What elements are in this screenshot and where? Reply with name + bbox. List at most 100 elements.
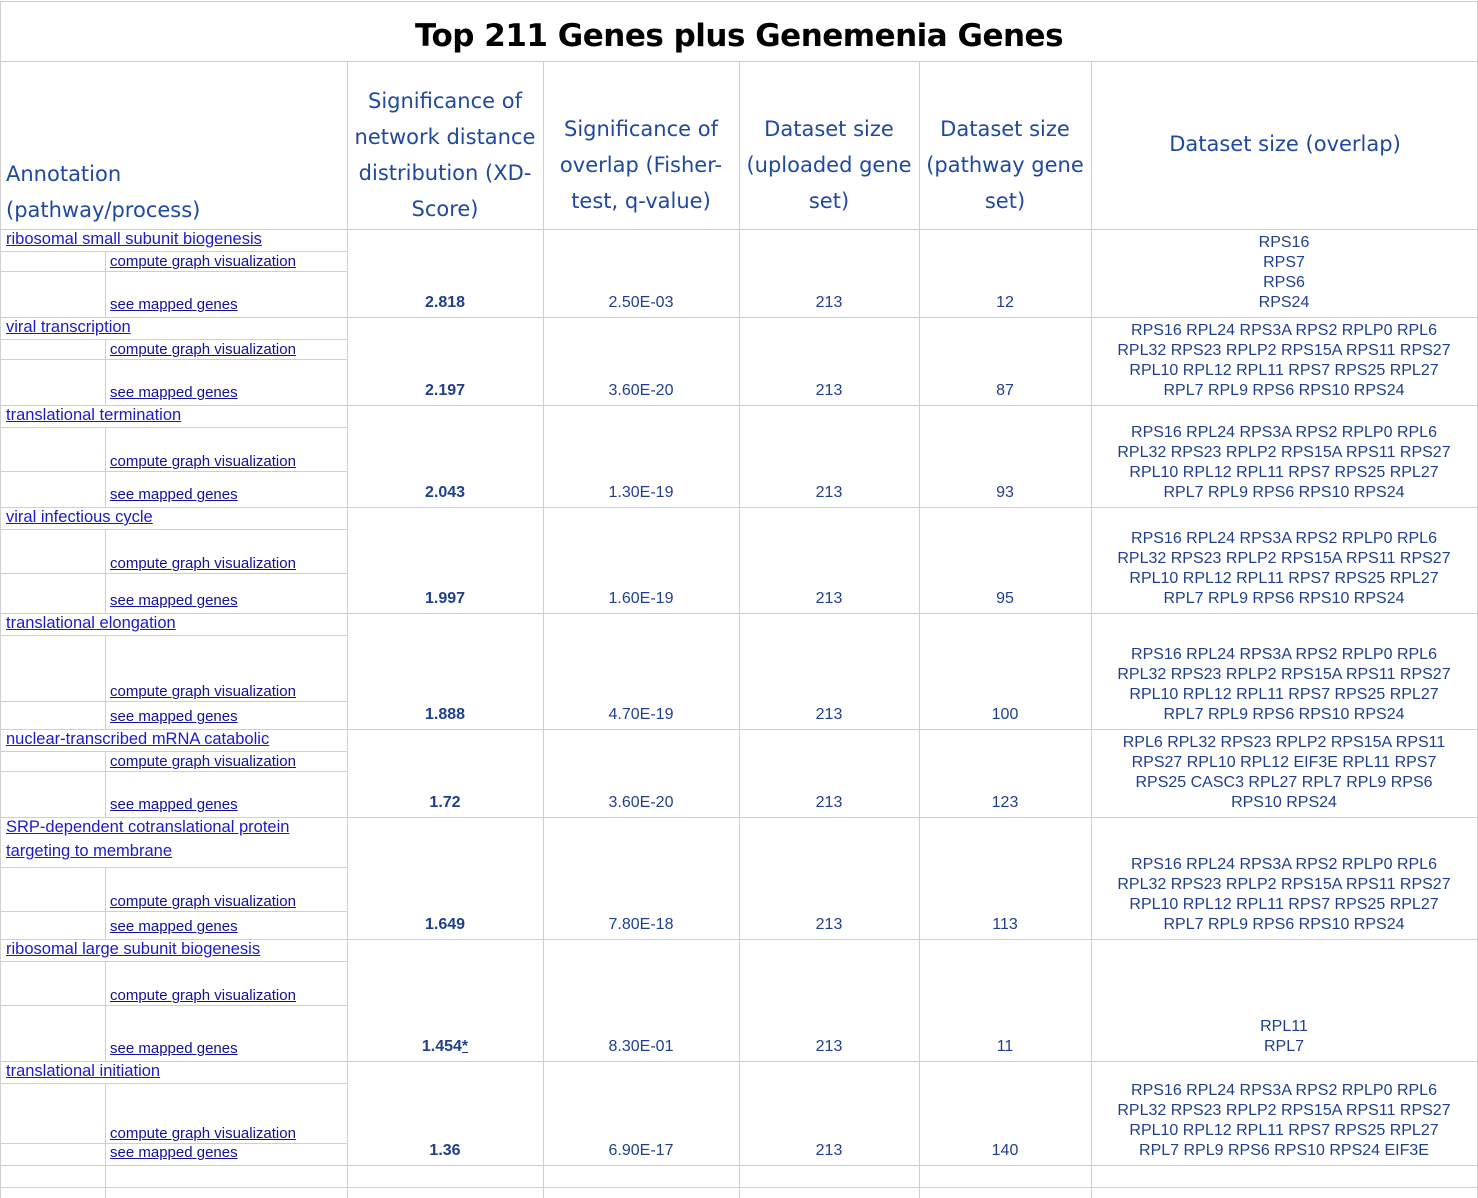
grid-line [0, 271, 347, 272]
grid-line [0, 729, 1478, 730]
header-annotation: Annotation (pathway/process) [6, 156, 306, 228]
header-overlap-text: Dataset size (overlap) [1169, 132, 1401, 156]
compute-graph-visualization-link[interactable]: compute graph visualization [110, 753, 296, 770]
grid-line [0, 911, 347, 912]
see-mapped-genes-link[interactable]: see mapped genes [110, 592, 238, 609]
grid-line [105, 1083, 106, 1165]
grid-line [1091, 61, 1092, 1198]
see-mapped-genes-link[interactable]: see mapped genes [110, 296, 238, 313]
grid-line [0, 529, 347, 530]
annotation-link[interactable]: translational termination [6, 406, 182, 424]
overlap-genes: RPS16 RPS7 RPS6 RPS24 [1258, 234, 1310, 311]
xd-score-number: 1.72 [429, 794, 461, 811]
q-value: 2.50E-03 [608, 294, 674, 311]
grid-line [0, 573, 347, 574]
annotation-link[interactable]: nuclear-transcribed mRNA catabolic [6, 730, 270, 748]
annotation-link[interactable]: ribosomal small subunit biogenesis [6, 230, 262, 248]
xd-score-number: 2.818 [424, 294, 466, 311]
uploaded-size: 213 [815, 1038, 843, 1055]
xd-score-value: 1.36 [348, 1142, 542, 1160]
header-uploaded: Dataset size (uploaded gene set) [740, 100, 918, 230]
compute-graph-visualization-link[interactable]: compute graph visualization [110, 1125, 296, 1142]
compute-graph-visualization-link[interactable]: compute graph visualization [110, 253, 296, 270]
see-mapped-genes-link[interactable]: see mapped genes [110, 1144, 238, 1161]
xd-score-value: 2.818 [348, 294, 542, 312]
compute-graph-visualization-link[interactable]: compute graph visualization [110, 683, 296, 700]
annotation-link[interactable]: SRP-dependent cotranslational protein [6, 818, 290, 836]
xd-score-value: 1.72 [348, 794, 542, 812]
grid-line [105, 867, 106, 939]
see-mapped-genes-link[interactable]: see mapped genes [110, 918, 238, 935]
annotation-link[interactable]: translational initiation [6, 1062, 161, 1080]
see-mapped-genes-link[interactable]: see mapped genes [110, 1040, 238, 1057]
grid-line [0, 701, 347, 702]
uploaded-size: 213 [815, 382, 843, 399]
grid-line [0, 359, 347, 360]
grid-line [105, 1165, 106, 1198]
see-mapped-genes-link[interactable]: see mapped genes [110, 384, 238, 401]
xd-score-number: 2.043 [424, 484, 466, 501]
header-xd-score-text: Significance of network distance distrib… [354, 89, 536, 221]
grid-line [0, 1, 1478, 2]
overlap-genes: RPS16 RPL24 RPS3A RPS2 RPLP0 RPL6 RPL32 … [1117, 646, 1451, 723]
grid-line [0, 1143, 347, 1144]
grid-line [0, 339, 347, 340]
pathway-size: 93 [996, 484, 1014, 501]
q-value: 4.70E-19 [608, 706, 674, 723]
xd-score-value: 1.454* [348, 1038, 542, 1056]
grid-line [0, 1005, 347, 1006]
see-mapped-genes-link[interactable]: see mapped genes [110, 796, 238, 813]
annotation-link-line2[interactable]: targeting to membrane [6, 842, 173, 860]
grid-line [0, 771, 347, 772]
compute-graph-visualization-link[interactable]: compute graph visualization [110, 555, 296, 572]
annotation-link[interactable]: translational elongation [6, 614, 176, 632]
xd-score-footnote-link[interactable]: * [461, 1038, 469, 1055]
compute-graph-visualization-link[interactable]: compute graph visualization [110, 987, 296, 1004]
overlap-genes: RPL6 RPL32 RPS23 RPLP2 RPS15A RPS11 RPS2… [1122, 734, 1446, 811]
annotation-link[interactable]: viral infectious cycle [6, 508, 153, 526]
xd-score-value: 1.997 [348, 590, 542, 608]
header-overlap: Dataset size (overlap) [1092, 124, 1478, 164]
grid-line [0, 317, 1478, 318]
xd-score-value: 2.043 [348, 484, 542, 502]
pathway-size: 113 [992, 916, 1018, 933]
q-value: 3.60E-20 [608, 382, 674, 399]
uploaded-size: 213 [815, 916, 843, 933]
uploaded-size: 213 [815, 590, 843, 607]
annotation-link[interactable]: viral transcription [6, 318, 131, 336]
see-mapped-genes-link[interactable]: see mapped genes [110, 708, 238, 725]
grid-line [0, 867, 347, 868]
grid-line [0, 751, 347, 752]
grid-line [543, 61, 544, 1198]
uploaded-size: 213 [815, 1142, 843, 1159]
compute-graph-visualization-link[interactable]: compute graph visualization [110, 453, 296, 470]
q-value: 3.60E-20 [608, 794, 674, 811]
grid-line [0, 405, 1478, 406]
grid-line [105, 635, 106, 729]
header-annotation-text: Annotation (pathway/process) [6, 162, 201, 222]
xd-score-number: 1.888 [424, 706, 466, 723]
uploaded-size: 213 [815, 484, 843, 501]
xd-score-number: 1.454 [421, 1038, 462, 1055]
grid-line [739, 61, 740, 1198]
grid-line [0, 1083, 347, 1084]
grid-line [0, 1165, 1478, 1166]
pathway-size: 11 [996, 1038, 1014, 1055]
compute-graph-visualization-link[interactable]: compute graph visualization [110, 341, 296, 358]
pathway-size: 100 [991, 706, 1019, 723]
annotation-link[interactable]: ribosomal large subunit biogenesis [6, 940, 261, 958]
overlap-genes: RPL11 RPL7 [1260, 1018, 1308, 1055]
header-xd-score: Significance of network distance distrib… [348, 80, 542, 230]
grid-line [105, 529, 106, 613]
q-value: 1.30E-19 [608, 484, 674, 501]
xd-score-number: 2.197 [424, 382, 466, 399]
compute-graph-visualization-link[interactable]: compute graph visualization [110, 893, 296, 910]
grid-line [0, 251, 347, 252]
see-mapped-genes-link[interactable]: see mapped genes [110, 486, 238, 503]
grid-line [0, 817, 1478, 818]
xd-score-value: 1.888 [348, 706, 542, 724]
grid-line [0, 613, 1478, 614]
grid-line [105, 339, 106, 405]
grid-line [0, 507, 1478, 508]
